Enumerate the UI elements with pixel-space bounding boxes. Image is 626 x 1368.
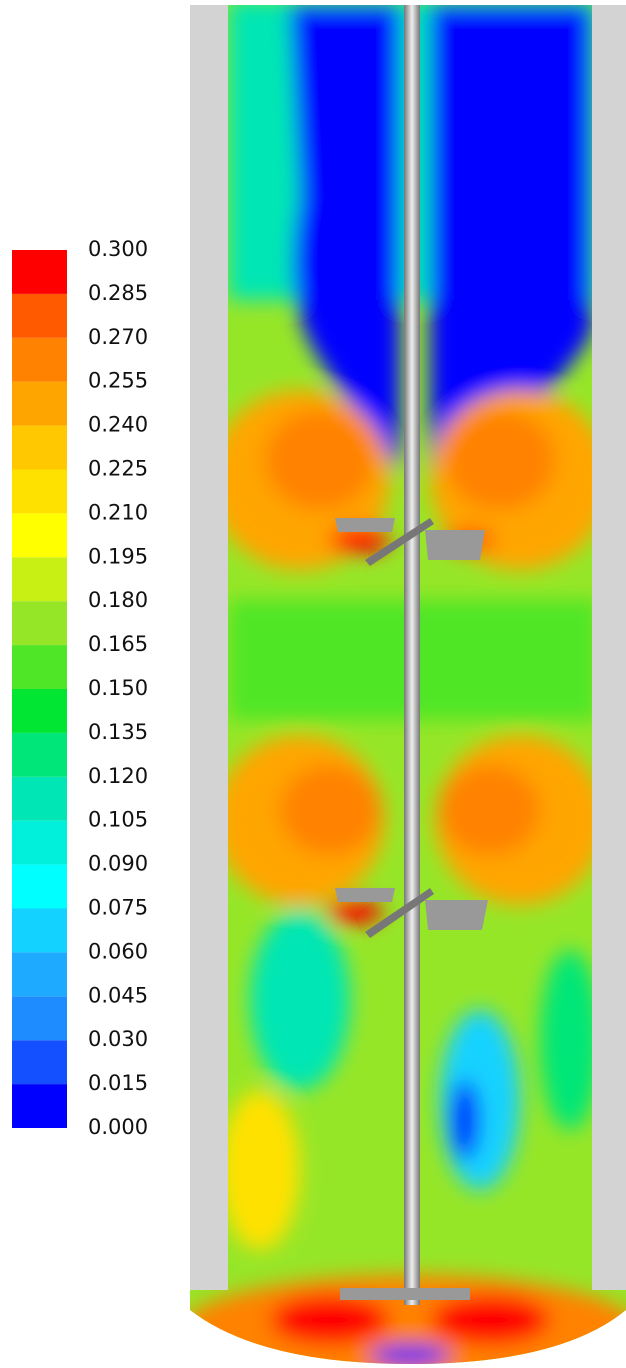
color-band xyxy=(12,425,67,470)
tick-label: 0.135 xyxy=(88,720,148,744)
contour-field xyxy=(190,5,626,1364)
tick-label: 0.015 xyxy=(88,1071,148,1095)
tick-label: 0.285 xyxy=(88,281,148,305)
color-band xyxy=(12,776,67,821)
color-band xyxy=(12,513,67,558)
color-band xyxy=(12,820,67,865)
color-band xyxy=(12,689,67,733)
tick-label: 0.270 xyxy=(88,325,148,349)
color-band xyxy=(12,381,67,426)
tick-label: 0.090 xyxy=(88,852,148,876)
tick-label: 0.105 xyxy=(88,808,148,832)
tick-label: 0.225 xyxy=(88,457,148,481)
tick-label: 0.300 xyxy=(88,237,148,261)
tick-label: 0.030 xyxy=(88,1027,148,1051)
color-band xyxy=(12,996,67,1041)
tick-label: 0.180 xyxy=(88,588,148,612)
tick-label: 0.000 xyxy=(88,1115,148,1139)
color-band xyxy=(12,601,67,646)
color-band xyxy=(12,952,67,997)
color-band xyxy=(12,1040,67,1085)
tick-label: 0.045 xyxy=(88,983,148,1007)
tick-label: 0.195 xyxy=(88,544,148,568)
color-band xyxy=(12,1084,67,1128)
tick-label: 0.075 xyxy=(88,896,148,920)
color-band xyxy=(12,557,67,602)
color-band xyxy=(12,645,67,689)
tick-label: 0.255 xyxy=(88,369,148,393)
tick-label: 0.165 xyxy=(88,632,148,656)
tick-label: 0.060 xyxy=(88,939,148,963)
color-band xyxy=(12,337,67,382)
color-band xyxy=(12,469,67,514)
tick-label: 0.210 xyxy=(88,500,148,524)
tick-label: 0.150 xyxy=(88,676,148,700)
colorbar: 0.000 0.015 0.030 0.045 0.060 0.075 0.090 0.105… xyxy=(12,237,148,1139)
color-band xyxy=(12,293,67,338)
tank-walls xyxy=(190,5,626,1290)
impeller-shaft xyxy=(335,5,488,1305)
color-band xyxy=(12,732,67,777)
tick-label: 0.120 xyxy=(88,764,148,788)
color-band xyxy=(12,250,67,294)
color-band xyxy=(12,908,67,953)
tick-label: 0.240 xyxy=(88,413,148,437)
color-band xyxy=(12,864,67,909)
